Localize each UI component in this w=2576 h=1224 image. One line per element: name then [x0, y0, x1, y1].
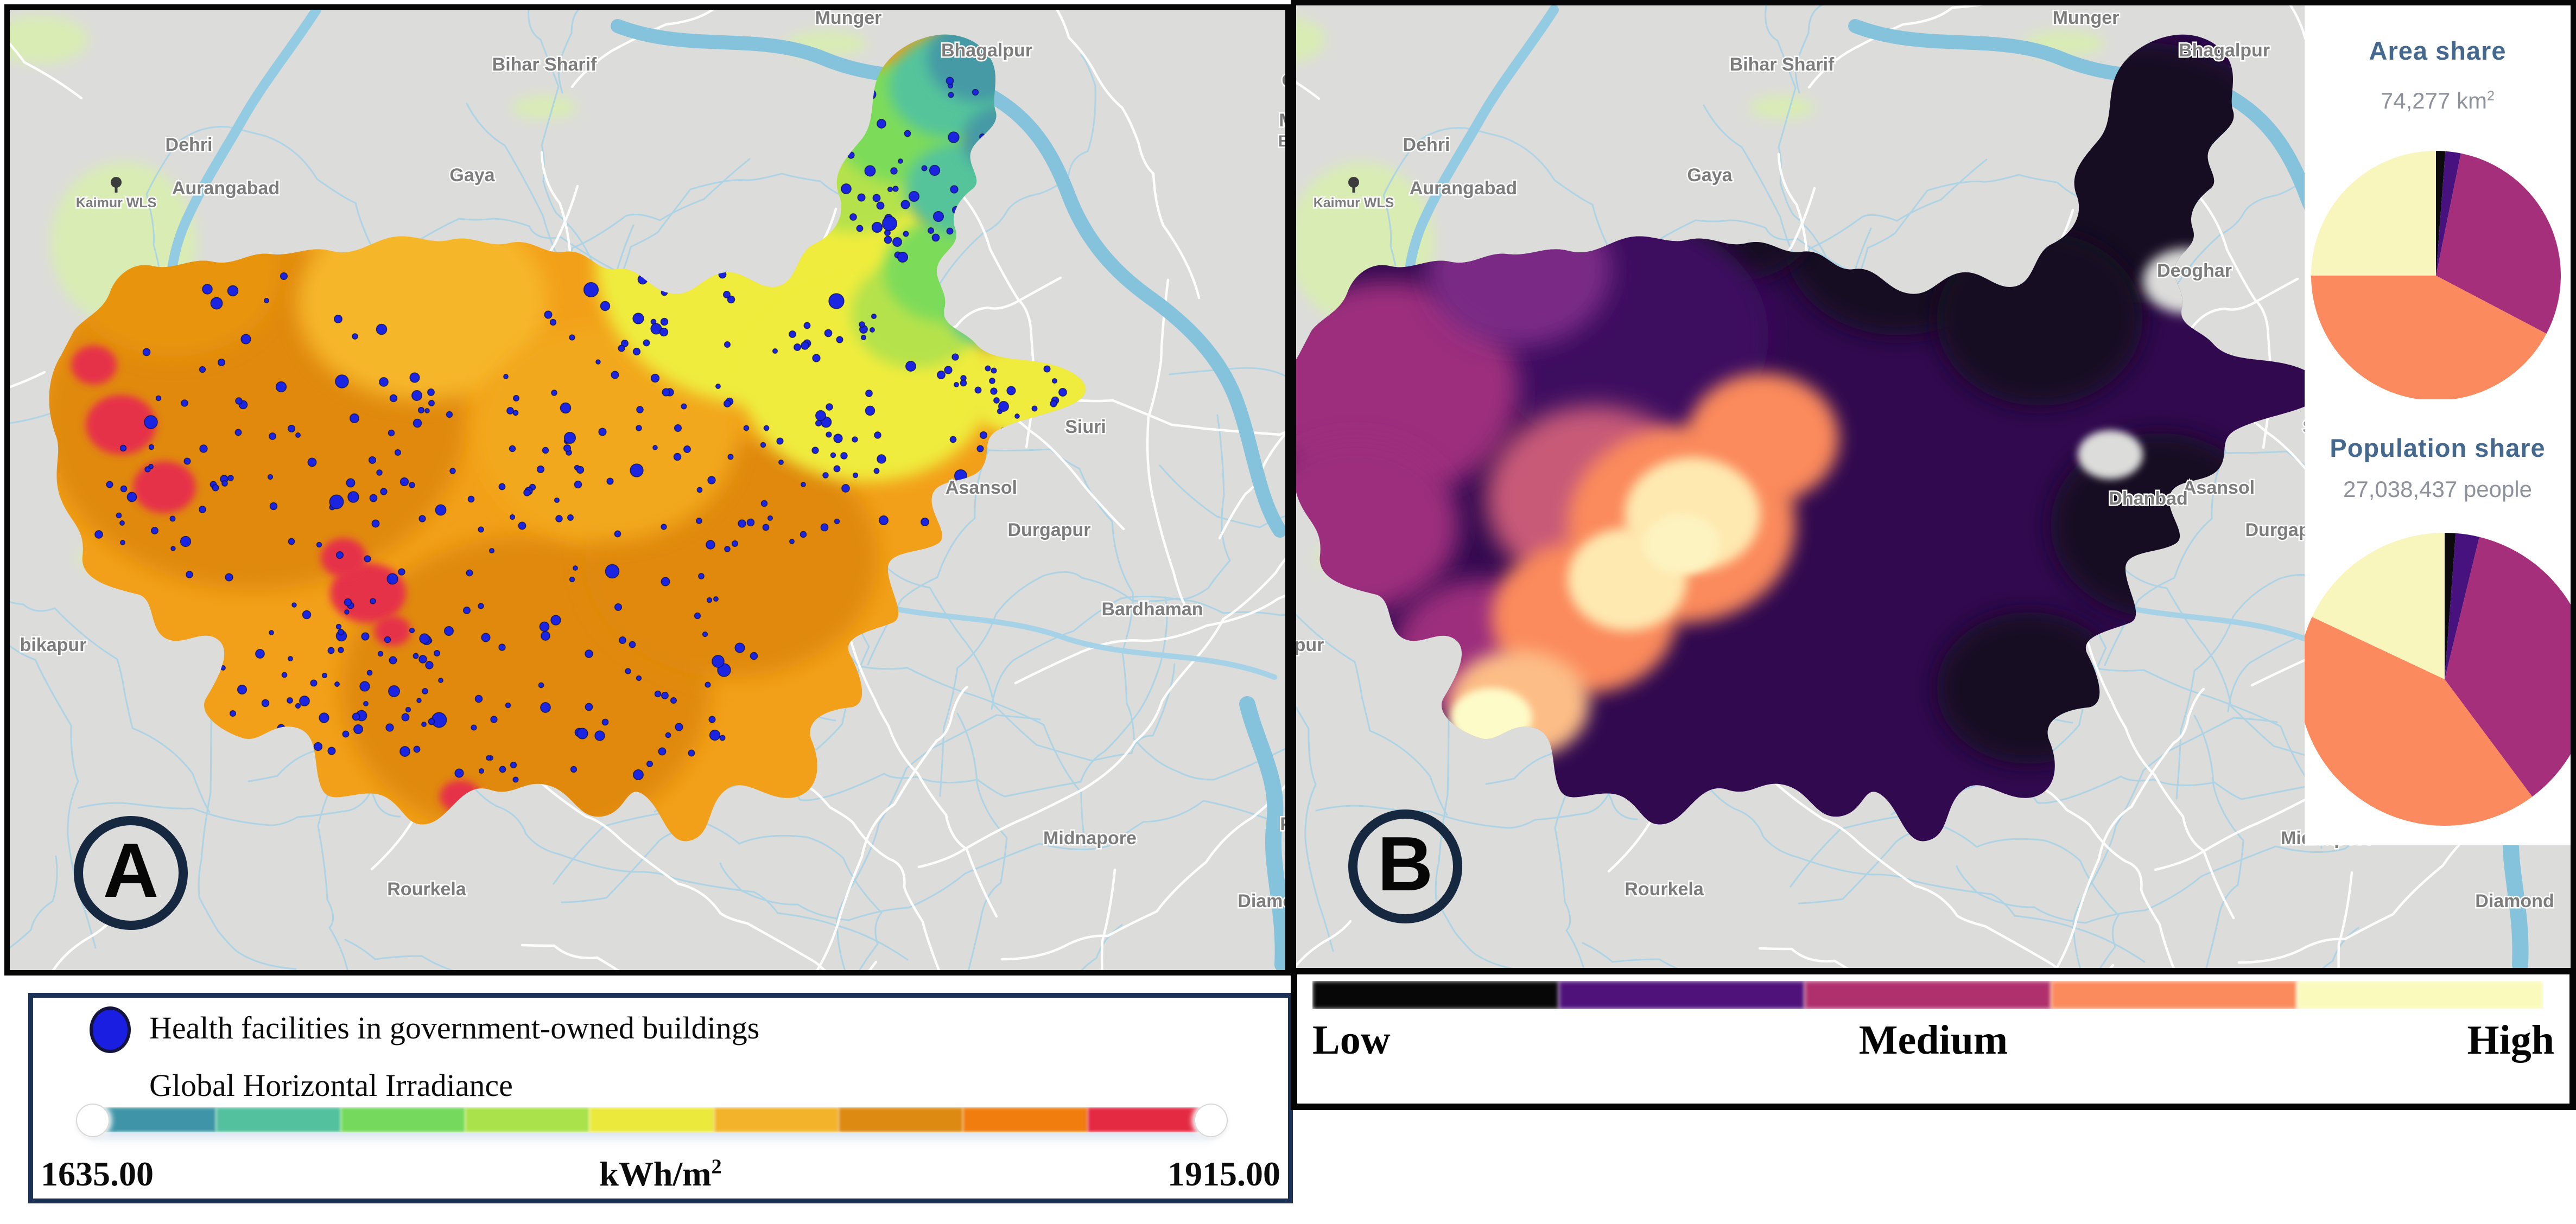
- panel-b-map-magma: Munger Bhagalpur Bihar Sharif Dehri Aurangab…: [1291, 0, 2576, 974]
- scale-min-value: 1635.00: [41, 1155, 154, 1193]
- population-share-title: Population share: [2330, 433, 2546, 462]
- scale-max-value: 1915.00: [1168, 1155, 1280, 1193]
- map-label: Gaya: [449, 165, 495, 186]
- scale-max-handle[interactable]: [1194, 1104, 1228, 1137]
- share-stats-panel: Area share 74,277 km2 Population share 2…: [2305, 5, 2571, 845]
- area-share-value: 74,277 km2: [2380, 88, 2495, 113]
- gradient-segment: [838, 1107, 963, 1132]
- gradient-segment: [92, 1107, 217, 1132]
- ghi-gradient-slider: [76, 1104, 1228, 1137]
- map-label: Bhagalpur: [2179, 40, 2270, 61]
- gradient-segment: [216, 1107, 341, 1132]
- map-label: Rourkela: [387, 879, 467, 900]
- map-label: Munger: [815, 10, 882, 28]
- gradient-segment: [1087, 1107, 1212, 1132]
- label-low: Low: [1312, 1017, 1391, 1063]
- magma-bar-segment: [2297, 981, 2543, 1009]
- area-share-title: Area share: [2369, 36, 2507, 65]
- pie-slice: [2312, 533, 2445, 679]
- map-label: Bhagalpur: [941, 40, 1032, 61]
- label-high: High: [2467, 1017, 2555, 1063]
- pie-slice: [2305, 617, 2533, 826]
- label-medium: Medium: [1858, 1017, 2008, 1063]
- map-label: Ma: [1279, 110, 1285, 131]
- map-label: bikapur: [1296, 635, 1324, 655]
- gradient-segment: [340, 1107, 465, 1132]
- gradient-segment: [589, 1107, 714, 1132]
- map-label: Ba: [1278, 132, 1285, 150]
- magma-bar-segment: [1558, 981, 1805, 1009]
- pie-slice: [2436, 153, 2561, 334]
- health-facility-legend-label: Health facilities in government-owned bu…: [149, 1010, 760, 1046]
- map-label: Rourkela: [1625, 879, 1704, 900]
- scale-unit: kWh/m2: [599, 1155, 722, 1193]
- wildlife-sanctuary-icon: [1348, 177, 1359, 193]
- major-rivers: [166, 10, 1285, 970]
- scale-min-handle[interactable]: [76, 1104, 110, 1137]
- pie-slice: [2311, 151, 2436, 276]
- gradient-segment: [963, 1107, 1088, 1132]
- population-share-pie: [2305, 519, 2571, 845]
- map-label: Dehri: [166, 135, 213, 155]
- map-label: Asansol: [946, 477, 1017, 498]
- map-label: Kaimur WLS: [76, 195, 157, 211]
- pie-slice: [2436, 151, 2461, 276]
- map-label: Midnapore: [1043, 828, 1137, 849]
- magma-bar-segment: [1312, 981, 1559, 1009]
- magma-color-bar: [1312, 981, 2543, 1009]
- pie-slice: [2445, 533, 2456, 679]
- gradient-segment: [465, 1107, 590, 1132]
- wildlife-sanctuary-icon: [111, 177, 122, 193]
- area-share-pie: [2305, 144, 2571, 402]
- map-label: Dhanbad: [2109, 488, 2187, 509]
- panel-b-letter: B: [1377, 821, 1433, 907]
- panel-b-badge: B: [1348, 809, 1462, 923]
- map-label: Durgapur: [1008, 520, 1091, 540]
- map-label: Gaya: [1687, 165, 1733, 186]
- map-label: Asansol: [2183, 477, 2255, 498]
- pie-slice: [2445, 533, 2479, 679]
- pie-slice: [2311, 276, 2547, 401]
- panel-b-legend: Low Medium High: [1291, 968, 2576, 1110]
- panel-a-map-ghi: Munger Bhagalpur Bihar Sharif Dehri Aurangab…: [4, 4, 1291, 976]
- panel-a-letter: A: [103, 827, 159, 914]
- panel-a-badge: A: [74, 816, 188, 930]
- map-label: Bardhaman: [1101, 599, 1203, 620]
- map-label: Kaimur WLS: [1314, 195, 1394, 211]
- gradient-segment: [714, 1107, 839, 1132]
- map-label: bikapur: [20, 635, 87, 655]
- map-label: Deoghar: [2157, 260, 2232, 281]
- map-label: Aurangabad: [172, 178, 280, 199]
- magma-bar-segment: [1805, 981, 2051, 1009]
- map-label: Bihar Sharif: [492, 54, 597, 75]
- ghi-scale-title: Global Horizontal Irradiance: [149, 1068, 513, 1103]
- map-label: Munger: [2053, 8, 2120, 28]
- pie-slice: [2445, 537, 2571, 797]
- map-label: Cha: [1282, 72, 1285, 90]
- panel-a-legend: Health facilities in government-owned bu…: [28, 993, 1293, 1203]
- map-label: Siuri: [1065, 417, 1106, 437]
- magma-bar-labels: Low Medium High: [1312, 1017, 2554, 1071]
- map-label: Diamond: [2475, 891, 2554, 911]
- population-share-pie-svg: [2305, 533, 2571, 826]
- magma-bar-segment: [2051, 981, 2298, 1009]
- map-label: Diamond: [1238, 891, 1285, 911]
- city-labels: Munger Bhagalpur Bihar Sharif Dehri Aurangab…: [18, 10, 1285, 913]
- map-label: Aurangabad: [1410, 178, 1517, 199]
- area-share-pie-svg: [2311, 151, 2561, 401]
- population-share-value: 27,038,437 people: [2343, 476, 2532, 502]
- map-label: Pu: [1280, 814, 1285, 834]
- pie-slice: [2436, 151, 2446, 276]
- health-facility-legend-dot: [90, 1006, 131, 1053]
- map-label: Bihar Sharif: [1730, 54, 1835, 75]
- map-label: Dehri: [1403, 135, 1450, 155]
- ghi-gradient-bar: [92, 1107, 1212, 1132]
